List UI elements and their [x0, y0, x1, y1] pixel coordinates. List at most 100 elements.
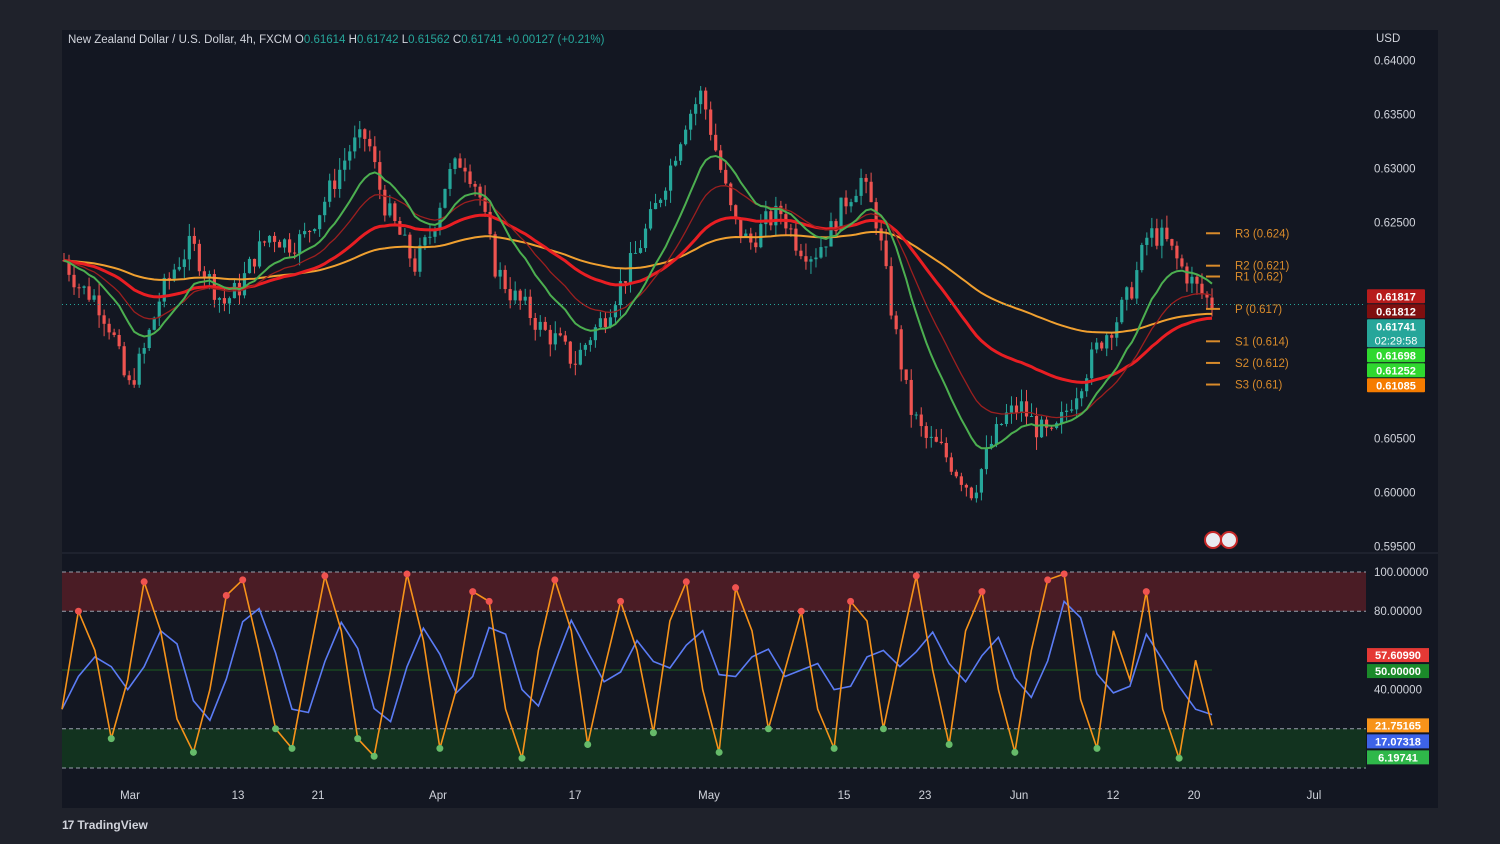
- candle-body: [112, 332, 116, 335]
- candle-body: [172, 269, 176, 279]
- change-value: +0.00127 (+0.21%): [506, 34, 605, 46]
- price-axis-tick: 0.62500: [1374, 217, 1416, 229]
- symbol-title[interactable]: New Zealand Dollar / U.S. Dollar, 4h, FX…: [68, 34, 292, 46]
- overbought-signal-dot: [1060, 570, 1068, 578]
- candle-body: [473, 183, 477, 187]
- economic-event-icon: [1220, 531, 1238, 549]
- candle-body: [1110, 335, 1114, 338]
- candle-body: [583, 344, 587, 350]
- candle-body: [573, 363, 577, 365]
- candle-body: [934, 436, 938, 442]
- candle-body: [493, 234, 497, 277]
- overbought-signal-dot: [485, 597, 493, 605]
- candle-body: [1165, 227, 1169, 240]
- price-axis-badge-text: 0.61252: [1376, 365, 1416, 377]
- oversold-signal-dot: [370, 752, 378, 760]
- candle-body: [87, 286, 91, 300]
- candle-body: [759, 224, 763, 248]
- candle-body: [162, 277, 166, 302]
- countdown-timer: 02:29:58: [1375, 335, 1418, 347]
- candle-body: [1105, 335, 1109, 349]
- candle-body: [1085, 378, 1089, 392]
- candle-body: [578, 349, 582, 365]
- candle-body: [82, 286, 86, 288]
- candle-body: [684, 129, 688, 145]
- candle-body: [453, 158, 457, 169]
- candle-body: [478, 186, 482, 198]
- candle-body: [1024, 401, 1029, 417]
- candle-body: [734, 205, 738, 220]
- low-value: 0.61562: [408, 34, 450, 46]
- candle-body: [739, 219, 743, 238]
- tradingview-logo[interactable]: 17 TradingView: [62, 818, 148, 832]
- oscillator-axis-badge-text: 17.07318: [1375, 736, 1421, 748]
- price-axis-badge-text: 0.61741: [1376, 321, 1416, 333]
- time-axis-tick: Jun: [1010, 790, 1029, 802]
- candle-body: [744, 233, 748, 238]
- candle-body: [308, 231, 312, 233]
- candle-body: [277, 241, 282, 248]
- pivot-level-label: R2 (0.621): [1235, 261, 1290, 273]
- overbought-signal-dot: [978, 588, 986, 596]
- candle-body: [508, 289, 512, 301]
- candle-body: [899, 329, 903, 370]
- high-value: 0.61742: [356, 34, 399, 46]
- candle-body: [879, 228, 883, 241]
- candle-body: [1125, 287, 1129, 300]
- oversold-signal-dot: [518, 754, 526, 762]
- price-axis-badge: [1367, 378, 1425, 393]
- overbought-signal-dot: [140, 578, 148, 586]
- oscillator-axis-badge: [1367, 648, 1429, 663]
- price-axis-tick: 0.60500: [1374, 434, 1416, 446]
- candle-body: [954, 471, 958, 477]
- candle-body: [107, 323, 111, 333]
- candle-body: [122, 346, 126, 376]
- candle-body: [373, 146, 377, 163]
- oversold-signal-dot: [1011, 748, 1019, 756]
- candle-body: [298, 234, 302, 254]
- oversold-signal-dot: [107, 735, 115, 743]
- candle-body: [252, 258, 257, 267]
- time-axis-tick: 23: [919, 790, 932, 802]
- overbought-zone: [62, 572, 1366, 612]
- candle-body: [498, 269, 502, 277]
- candle-body: [333, 180, 337, 189]
- candle-body: [754, 242, 758, 248]
- candle-body: [318, 215, 322, 230]
- price-axis-badge-text: 0.61812: [1376, 306, 1416, 318]
- candle-body: [1090, 349, 1094, 379]
- candle-body: [1130, 287, 1134, 299]
- candle-body: [393, 203, 397, 221]
- candle-body: [673, 160, 678, 166]
- candle-body: [819, 247, 823, 258]
- candle-body: [1120, 299, 1124, 323]
- symbol-header: New Zealand Dollar / U.S. Dollar, 4h, FX…: [68, 34, 605, 46]
- candle-body: [989, 443, 994, 448]
- pivot-level-label: S1 (0.614): [1235, 336, 1289, 348]
- candle-body: [207, 274, 211, 277]
- overbought-signal-dot: [403, 570, 411, 578]
- candle-body: [1145, 237, 1149, 245]
- candle-body: [267, 235, 272, 243]
- candle-body: [398, 220, 402, 235]
- pivot-level-label: S2 (0.612): [1235, 358, 1289, 370]
- candle-body: [944, 442, 948, 458]
- time-axis-tick: May: [698, 790, 720, 802]
- candle-body: [242, 273, 247, 296]
- candle-body: [187, 235, 191, 260]
- candle-body: [383, 189, 387, 216]
- candle-body: [523, 296, 527, 301]
- candle-body: [282, 239, 287, 248]
- candle-body: [77, 287, 81, 289]
- pivot-level-label: S3 (0.61): [1235, 380, 1282, 392]
- price-axis-badge-text: 0.61085: [1376, 380, 1416, 392]
- candle-body: [658, 199, 663, 204]
- candle-body: [709, 109, 713, 135]
- price-axis-badge-text: 0.61817: [1376, 291, 1416, 303]
- time-axis-tick: 21: [312, 790, 325, 802]
- candle-body: [849, 202, 853, 207]
- candle-body: [809, 259, 813, 262]
- candle-body: [182, 259, 186, 267]
- candle-body: [834, 221, 838, 232]
